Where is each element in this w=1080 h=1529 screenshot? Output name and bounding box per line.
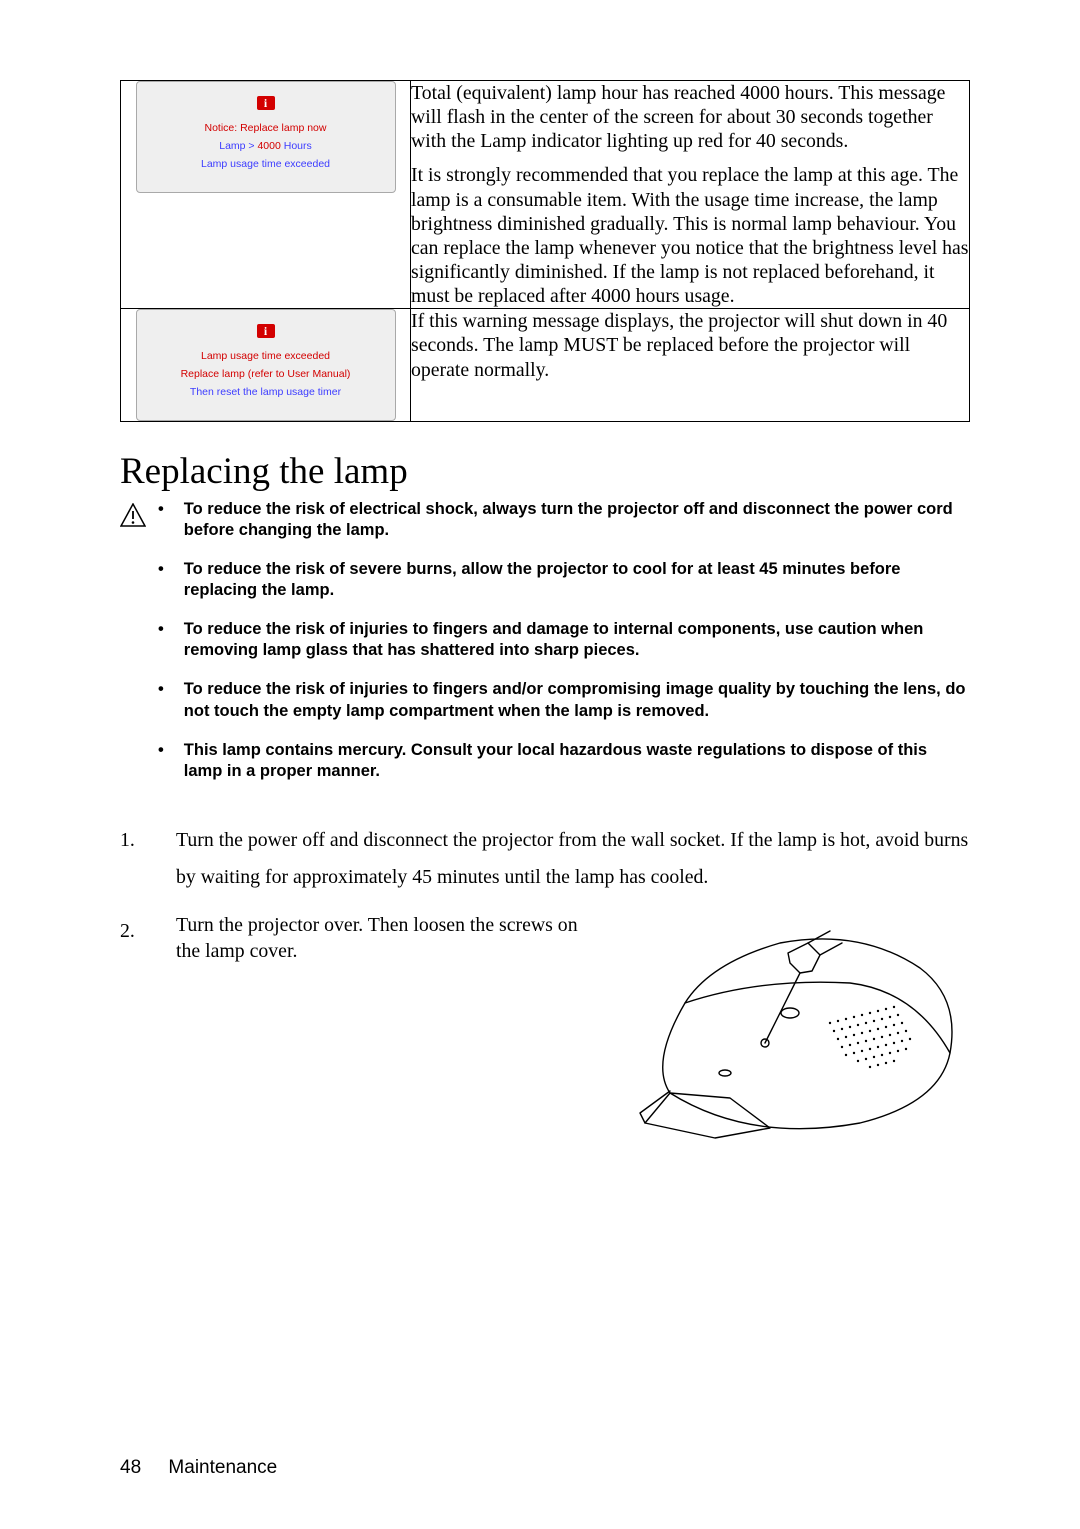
osd-line: Notice: Replace lamp now <box>205 122 327 134</box>
osd-line: Replace lamp (refer to User Manual) <box>181 368 351 380</box>
message-cell: i Lamp usage time exceeded Replace lamp … <box>121 309 411 422</box>
list-item: 2. Turn the projector over. Then loosen … <box>120 913 970 1156</box>
osd-text: Lamp > <box>219 140 257 152</box>
osd-line: Lamp usage time exceeded <box>201 158 330 170</box>
osd-text: Hours <box>281 140 312 152</box>
footer-section: Maintenance <box>168 1457 277 1478</box>
step-text: Turn the projector over. Then loosen the… <box>176 913 600 964</box>
osd-line: Lamp > 4000 Hours <box>219 140 312 152</box>
osd-line: Lamp usage time exceeded <box>201 350 330 362</box>
osd-message-box: i Notice: Replace lamp now Lamp > 4000 H… <box>136 81 396 193</box>
caution-text: To reduce the risk of injuries to finger… <box>184 619 970 661</box>
lamp-warning-table: i Notice: Replace lamp now Lamp > 4000 H… <box>120 80 970 422</box>
caution-text: To reduce the risk of severe burns, allo… <box>184 559 970 601</box>
step-body: Turn the projector over. Then loosen the… <box>176 913 970 1156</box>
step-number: 2. <box>120 913 148 1156</box>
bullet-icon: • <box>158 740 164 782</box>
list-item: • This lamp contains mercury. Consult yo… <box>158 740 970 782</box>
caution-text: To reduce the risk of injuries to finger… <box>184 679 970 721</box>
bullet-icon: • <box>158 619 164 661</box>
step-list: 1. Turn the power off and disconnect the… <box>120 822 970 1156</box>
page-footer: 48 Maintenance <box>120 1457 277 1479</box>
bullet-icon: • <box>158 679 164 721</box>
osd-message-box: i Lamp usage time exceeded Replace lamp … <box>136 309 396 421</box>
caution-text: This lamp contains mercury. Consult your… <box>184 740 970 782</box>
caution-icon <box>120 499 148 532</box>
body-text: Total (equivalent) lamp hour has reached… <box>411 81 969 153</box>
osd-value: 4000 <box>257 140 280 152</box>
list-item: • To reduce the risk of injuries to fing… <box>158 679 970 721</box>
projector-illustration <box>630 913 970 1156</box>
step-text: Turn the power off and disconnect the pr… <box>176 822 970 895</box>
description-cell: Total (equivalent) lamp hour has reached… <box>411 81 970 309</box>
body-text: It is strongly recommended that you repl… <box>411 163 969 308</box>
caution-text: To reduce the risk of electrical shock, … <box>184 499 970 541</box>
info-icon: i <box>257 324 275 338</box>
description-cell: If this warning message displays, the pr… <box>411 309 970 422</box>
message-cell: i Notice: Replace lamp now Lamp > 4000 H… <box>121 81 411 309</box>
list-item: 1. Turn the power off and disconnect the… <box>120 822 970 895</box>
step-number: 1. <box>120 822 148 895</box>
table-row: i Lamp usage time exceeded Replace lamp … <box>121 309 970 422</box>
bullet-icon: • <box>158 559 164 601</box>
list-item: • To reduce the risk of electrical shock… <box>158 499 970 541</box>
osd-line: Then reset the lamp usage timer <box>190 386 341 398</box>
list-item: • To reduce the risk of injuries to fing… <box>158 619 970 661</box>
section-heading: Replacing the lamp <box>120 450 970 493</box>
page: i Notice: Replace lamp now Lamp > 4000 H… <box>0 0 1080 1529</box>
caution-block: • To reduce the risk of electrical shock… <box>120 499 970 800</box>
list-item: • To reduce the risk of severe burns, al… <box>158 559 970 601</box>
info-icon: i <box>257 96 275 110</box>
body-text: If this warning message displays, the pr… <box>411 309 969 381</box>
bullet-icon: • <box>158 499 164 541</box>
page-number: 48 <box>120 1457 141 1479</box>
table-row: i Notice: Replace lamp now Lamp > 4000 H… <box>121 81 970 309</box>
caution-list: • To reduce the risk of electrical shock… <box>158 499 970 800</box>
